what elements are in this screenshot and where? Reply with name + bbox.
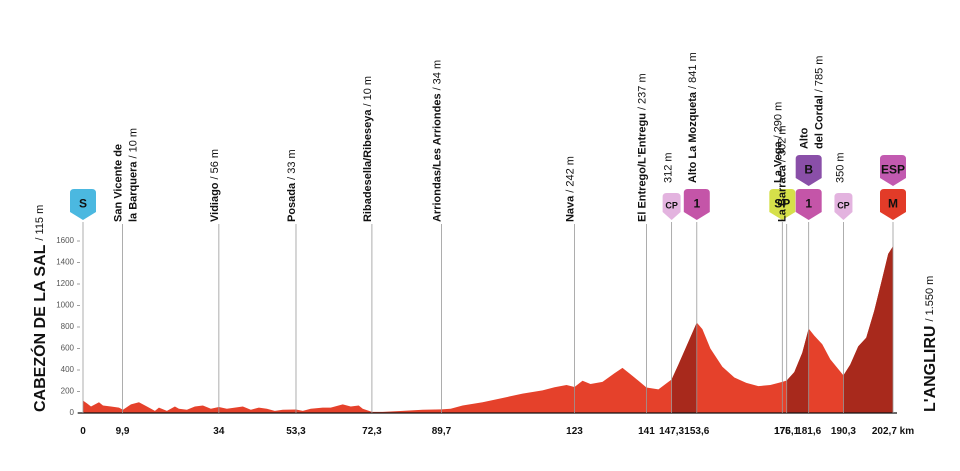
x-tick-label: 190,3 (831, 426, 856, 437)
badge-text: ESP (881, 163, 905, 177)
stop-label: Ribadesella/Ribeseya / 10 m (362, 76, 374, 222)
stop-label: Posada / 33 m (286, 149, 298, 222)
stop-name: San Vicente de (113, 144, 125, 222)
endpoint-altitude: / 1.550 m (924, 276, 936, 322)
y-tick-label: 1200 (56, 279, 74, 288)
stop-altitude: / 237 m (636, 73, 648, 110)
x-tick-label: 89,7 (432, 426, 452, 437)
stop-name: La Vega (772, 141, 784, 183)
badge-text: 1 (805, 197, 812, 211)
stop-label: Arriondas/Les Arriondes / 34 m (431, 60, 443, 222)
badge-text: M (888, 197, 898, 211)
badge-text: 1 (693, 197, 700, 211)
stop-name: Arriondas/Les Arriondes (431, 93, 443, 222)
stop-label: Vidiago / 56 m (209, 149, 221, 222)
stop-label: La Vega / 290 m (772, 102, 784, 183)
stop-name: Ribadesella/Ribeseya (362, 109, 374, 222)
endpoint-name: L'ANGLIRU (922, 326, 939, 412)
endpoint-label: L'ANGLIRU / 1.550 m (922, 276, 939, 412)
stop-label: La Barraca / 302 m (777, 125, 789, 222)
stop-altitude: / 10 m (362, 76, 374, 107)
x-tick-label: 141 (638, 426, 655, 437)
badge (683, 189, 710, 220)
stop-label: El Entrego/L'Entregu / 237 m (636, 73, 648, 222)
badge-text: SP (774, 197, 790, 211)
climb-shade (786, 246, 809, 413)
badge (662, 193, 681, 220)
y-tick-label: 400 (61, 365, 75, 374)
y-tick-label: 200 (61, 387, 75, 396)
badge-text: CP (665, 201, 678, 211)
x-tick-label: 0 (80, 426, 86, 437)
y-tick-label: 800 (61, 322, 75, 331)
x-tick-label: 175 (774, 426, 791, 437)
elevation-area (83, 246, 893, 413)
stop-altitude: / 34 m (431, 60, 443, 91)
x-tick-label: 53,3 (286, 426, 306, 437)
x-tick-label: 176,1 (774, 426, 799, 437)
climb-shade (671, 246, 697, 413)
badge (795, 189, 822, 220)
y-tick-label: 0 (70, 408, 75, 417)
badge (880, 189, 906, 220)
x-tick-label: 202,7 km (872, 426, 914, 437)
x-tick-label: 123 (566, 426, 583, 437)
x-tick-label: 147,3 (659, 426, 684, 437)
stop-name: Nava (565, 195, 577, 222)
x-tick-label: 72,3 (362, 426, 382, 437)
badge (769, 189, 796, 220)
stop-label: Alto La Mozqueta / 841 m (687, 52, 699, 183)
stop-name: La Barraca (777, 164, 789, 222)
endpoint-altitude: / 115 m (34, 205, 46, 241)
stop-altitude: / 841 m (687, 52, 699, 89)
x-tick-label: 34 (213, 426, 225, 437)
stop-label: del Cordal / 785 m (814, 56, 826, 149)
stop-label: la Barquera / 10 m (128, 128, 140, 222)
badge-text: B (804, 163, 813, 177)
y-tick-label: 1000 (56, 301, 74, 310)
stop-label: Alto (799, 127, 811, 149)
badge-text: S (79, 197, 87, 211)
stop-altitude: / 10 m (128, 128, 140, 159)
stop-altitude: / 242 m (565, 156, 577, 193)
badge (834, 193, 853, 220)
y-tick-label: 1600 (56, 236, 74, 245)
stop-altitude: / 290 m (772, 102, 784, 139)
stop-name: la Barquera (128, 161, 140, 222)
endpoint-label: CABEZÓN DE LA SAL / 115 m (30, 205, 49, 412)
x-tick-label: 9,9 (116, 426, 130, 437)
badge (70, 189, 96, 220)
badge-text: CP (837, 201, 850, 211)
x-tick-label: 153,6 (684, 426, 709, 437)
stop-name: del Cordal (814, 95, 826, 149)
stop-altitude: / 785 m (814, 56, 826, 93)
badge (880, 155, 906, 186)
stop-altitude: / 302 m (777, 125, 789, 162)
stop-name: Alto La Mozqueta (687, 91, 699, 183)
x-tick-label: 181,6 (796, 426, 821, 437)
stop-label: San Vicente de (113, 144, 125, 222)
y-tick-label: 600 (61, 344, 75, 353)
y-tick-label: 1400 (56, 258, 74, 267)
stop-name: Alto (799, 127, 811, 149)
stop-altitude: / 56 m (209, 149, 221, 180)
stop-name: Vidiago (209, 182, 221, 222)
stop-altitude: 350 m (834, 152, 846, 183)
stop-altitude: / 33 m (286, 149, 298, 180)
climb-shade (843, 246, 893, 413)
stop-name: El Entrego/L'Entregu (636, 113, 648, 222)
stop-label: Nava / 242 m (565, 156, 577, 222)
stop-altitude: 312 m (663, 152, 675, 183)
endpoint-name: CABEZÓN DE LA SAL (30, 244, 49, 412)
stop-name: Posada (286, 182, 298, 222)
badge (795, 155, 822, 186)
